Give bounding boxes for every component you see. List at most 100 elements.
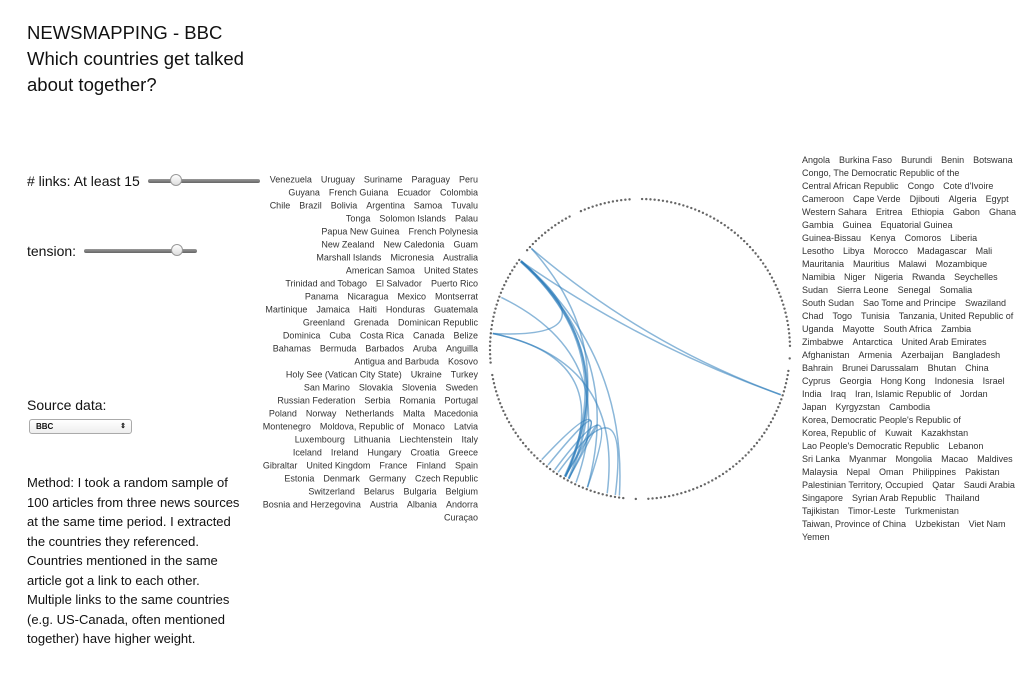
country-node[interactable] bbox=[611, 200, 615, 203]
country-label[interactable]: Kosovo bbox=[448, 357, 478, 367]
country-label[interactable]: Bahamas bbox=[273, 344, 312, 354]
country-label[interactable]: Finland bbox=[416, 461, 446, 471]
country-label[interactable]: Gabon bbox=[953, 207, 980, 217]
country-label[interactable]: Pakistan bbox=[965, 467, 1000, 477]
country-node[interactable] bbox=[504, 280, 508, 283]
country-label[interactable]: United States bbox=[424, 266, 479, 276]
country-label[interactable]: Estonia bbox=[284, 474, 314, 484]
country-node[interactable] bbox=[653, 198, 656, 201]
country-label[interactable]: Cyprus bbox=[802, 376, 831, 386]
country-label[interactable]: Luxembourg bbox=[295, 435, 345, 445]
country-label[interactable]: Bolivia bbox=[331, 201, 358, 211]
country-node[interactable] bbox=[712, 217, 716, 220]
country-node[interactable] bbox=[603, 202, 606, 205]
country-label[interactable]: Kenya bbox=[870, 233, 896, 243]
country-node[interactable] bbox=[699, 484, 703, 488]
country-label[interactable]: Liechtenstein bbox=[399, 435, 452, 445]
country-node[interactable] bbox=[539, 459, 542, 463]
country-node[interactable] bbox=[686, 205, 689, 208]
country-label[interactable]: Tajikistan bbox=[802, 506, 839, 516]
country-label[interactable]: Oman bbox=[879, 467, 904, 477]
country-node[interactable] bbox=[742, 239, 746, 243]
country-node[interactable] bbox=[780, 299, 784, 302]
country-label[interactable]: Western Sahara bbox=[802, 207, 867, 217]
country-label[interactable]: Tonga bbox=[346, 214, 371, 224]
country-label[interactable]: Lesotho bbox=[802, 246, 834, 256]
country-node[interactable] bbox=[505, 417, 509, 420]
country-label[interactable]: Thailand bbox=[945, 493, 980, 503]
country-node[interactable] bbox=[507, 420, 511, 424]
country-label[interactable]: Nigeria bbox=[875, 272, 904, 282]
country-label[interactable]: Cape Verde bbox=[853, 194, 901, 204]
country-node[interactable] bbox=[657, 198, 660, 202]
country-node[interactable] bbox=[697, 209, 701, 213]
country-label[interactable]: Japan bbox=[802, 402, 827, 412]
country-label[interactable]: Sao Tome and Principe bbox=[863, 298, 956, 308]
country-node[interactable] bbox=[781, 394, 784, 397]
country-node[interactable] bbox=[707, 481, 710, 484]
country-label[interactable]: Israel bbox=[983, 376, 1005, 386]
country-label[interactable]: Belize bbox=[454, 331, 479, 341]
country-label[interactable]: Aruba bbox=[413, 344, 437, 354]
country-label[interactable]: Bahrain bbox=[802, 363, 833, 373]
country-node[interactable] bbox=[488, 353, 492, 356]
country-label[interactable]: Suriname bbox=[364, 175, 403, 185]
country-node[interactable] bbox=[593, 490, 596, 494]
country-node[interactable] bbox=[536, 457, 539, 460]
country-label[interactable]: Costa Rica bbox=[360, 331, 404, 341]
country-label[interactable]: Gibraltar bbox=[263, 461, 298, 471]
country-node[interactable] bbox=[640, 197, 644, 201]
country-label[interactable]: Ghana bbox=[989, 207, 1016, 217]
country-label[interactable]: Benin bbox=[941, 155, 964, 165]
country-node[interactable] bbox=[690, 206, 693, 210]
country-node[interactable] bbox=[726, 226, 730, 229]
country-node[interactable] bbox=[694, 208, 697, 211]
country-label[interactable]: Burundi bbox=[901, 155, 932, 165]
country-node[interactable] bbox=[786, 319, 789, 323]
country-label[interactable]: Niger bbox=[844, 272, 866, 282]
country-node[interactable] bbox=[561, 219, 564, 222]
country-label[interactable]: Mozambique bbox=[936, 259, 988, 269]
country-label[interactable]: Comoros bbox=[905, 233, 942, 243]
country-node[interactable] bbox=[787, 332, 791, 335]
country-node[interactable] bbox=[759, 258, 762, 262]
country-node[interactable] bbox=[499, 291, 503, 295]
country-node[interactable] bbox=[542, 462, 545, 466]
country-label[interactable]: Jordan bbox=[960, 389, 988, 399]
country-node[interactable] bbox=[774, 283, 777, 287]
country-node[interactable] bbox=[786, 323, 790, 327]
country-node[interactable] bbox=[770, 276, 774, 279]
country-node[interactable] bbox=[491, 373, 494, 377]
country-node[interactable] bbox=[489, 361, 492, 364]
country-label[interactable]: Algeria bbox=[949, 194, 977, 204]
country-label[interactable]: Guinea-Bissau bbox=[802, 233, 861, 243]
country-node[interactable] bbox=[534, 239, 538, 243]
country-label[interactable]: Montserrat bbox=[435, 292, 479, 302]
country-label[interactable]: Mayotte bbox=[843, 324, 875, 334]
country-label[interactable]: Lao People's Democratic Republic bbox=[802, 441, 940, 451]
country-label[interactable]: Chad bbox=[802, 311, 824, 321]
country-label[interactable]: Holy See (Vatican City State) bbox=[286, 370, 402, 380]
country-label[interactable]: Equatorial Guinea bbox=[881, 220, 953, 230]
country-node[interactable] bbox=[527, 448, 530, 451]
country-node[interactable] bbox=[493, 386, 497, 389]
country-label[interactable]: American Samoa bbox=[346, 266, 415, 276]
country-label[interactable]: Hong Kong bbox=[881, 376, 926, 386]
country-node[interactable] bbox=[518, 258, 521, 262]
country-node[interactable] bbox=[741, 457, 744, 460]
country-node[interactable] bbox=[766, 269, 769, 272]
country-label[interactable]: Brunei Darussalam bbox=[842, 363, 919, 373]
country-node[interactable] bbox=[678, 203, 681, 206]
country-label[interactable]: Italy bbox=[462, 435, 479, 445]
country-node[interactable] bbox=[615, 199, 619, 202]
country-node[interactable] bbox=[674, 202, 677, 205]
country-node[interactable] bbox=[784, 382, 788, 385]
country-node[interactable] bbox=[768, 272, 772, 276]
country-node[interactable] bbox=[568, 215, 571, 218]
country-node[interactable] bbox=[788, 344, 792, 348]
country-node[interactable] bbox=[511, 269, 514, 272]
country-label[interactable]: Congo bbox=[908, 181, 935, 191]
country-label[interactable]: Romania bbox=[399, 396, 435, 406]
country-label[interactable]: Taiwan, Province of China bbox=[802, 519, 906, 529]
country-label[interactable]: Armenia bbox=[859, 350, 893, 360]
